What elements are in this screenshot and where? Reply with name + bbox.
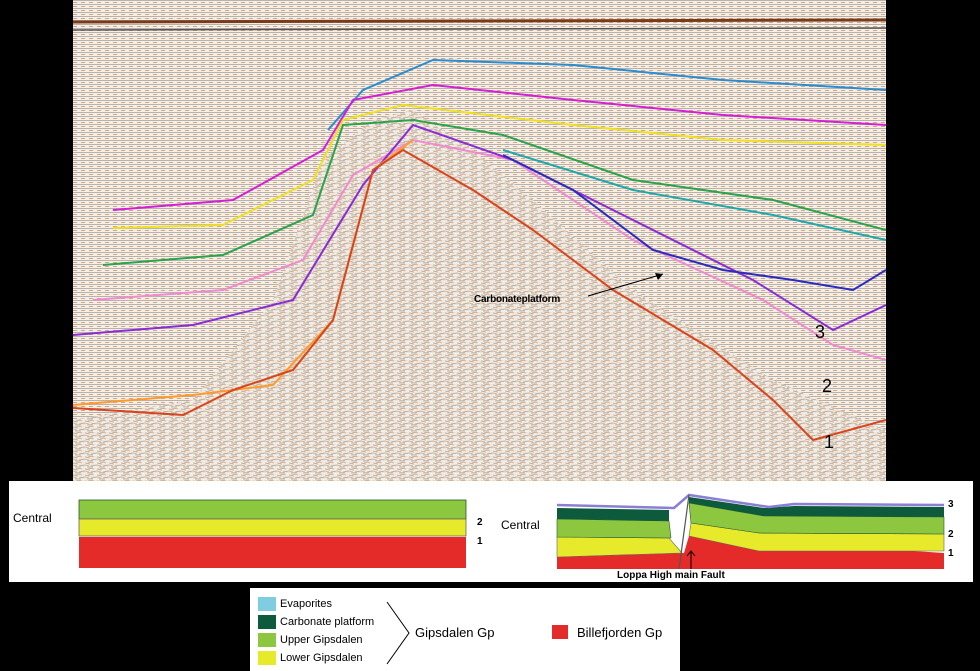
seismic-section bbox=[73, 0, 886, 483]
left-panel-label: Central bbox=[13, 511, 52, 525]
seismic-horizon-label-2: 2 bbox=[822, 376, 833, 396]
horizon-teal bbox=[502, 149, 886, 241]
horizon-yellow bbox=[112, 103, 886, 229]
legend-group-billefjorden: Billefjorden Gp bbox=[577, 625, 663, 640]
fault-arrow bbox=[686, 550, 696, 569]
left-horizon-label-1: 1 bbox=[477, 536, 483, 547]
horizon-pink bbox=[92, 138, 886, 361]
horizon-purple bbox=[73, 123, 886, 336]
legend-swatch-carbonate-platform bbox=[258, 615, 276, 629]
horizon-red bbox=[73, 148, 886, 442]
right-horizon-label-2: 2 bbox=[948, 529, 954, 540]
right-horizon-label-1: 1 bbox=[948, 548, 954, 559]
legend: Evaporites Carbonate platform Upper Gips… bbox=[250, 588, 680, 671]
right-panel-label: Central bbox=[501, 518, 540, 532]
left-horizon-label-2: 2 bbox=[477, 517, 483, 528]
legend-swatch-upper-gipsdalen bbox=[258, 633, 276, 647]
right-carbonate-platform-layer bbox=[557, 508, 669, 521]
right-billefjorden-layer bbox=[557, 536, 944, 569]
carbonate-arrow-head bbox=[655, 273, 663, 280]
legend-item-evaporites: Evaporites bbox=[258, 597, 332, 611]
legend-swatch-billefjorden bbox=[552, 625, 568, 639]
horizon-magenta bbox=[112, 83, 886, 211]
horizon-navy bbox=[502, 154, 886, 292]
legend-group-gipsdalen: Gipsdalen Gp bbox=[415, 625, 495, 640]
horizon-blue-top bbox=[327, 58, 886, 131]
legend-bracket bbox=[386, 601, 410, 665]
right-evaporite-top bbox=[556, 493, 945, 510]
right-upper-gipsdalen-layer bbox=[556, 518, 672, 539]
legend-item-upper-gipsdalen: Upper Gipsdalen bbox=[258, 633, 363, 647]
seismic-horizon-label-1: 1 bbox=[824, 432, 835, 452]
left-upper-gipsdalen-layer bbox=[78, 499, 467, 520]
right-strat-panel: Central 3 2 1 bbox=[489, 481, 973, 582]
seafloor-reflector bbox=[73, 18, 886, 31]
left-billefjorden-layer bbox=[79, 537, 466, 568]
legend-item-carbonate-platform: Carbonate platform bbox=[258, 615, 374, 629]
carbonate-platform-annotation: Carbonateplatform bbox=[474, 294, 561, 305]
left-strat-panel: Central 2 1 bbox=[9, 481, 529, 582]
carbonate-arrow bbox=[587, 273, 664, 297]
loppa-high-fault bbox=[678, 494, 690, 570]
right-carbonate-platform-layer-east bbox=[689, 497, 944, 517]
horizon-green bbox=[102, 118, 886, 266]
fault-label: Loppa High main Fault bbox=[617, 570, 725, 581]
legend-swatch-evaporites bbox=[258, 597, 276, 611]
left-lower-gipsdalen-layer bbox=[78, 518, 467, 537]
seismic-horizon-label-3: 3 bbox=[815, 322, 826, 342]
right-horizon-label-3: 3 bbox=[948, 499, 954, 510]
legend-item-lower-gipsdalen: Lower Gipsdalen bbox=[258, 651, 363, 665]
legend-swatch-lower-gipsdalen bbox=[258, 651, 276, 665]
